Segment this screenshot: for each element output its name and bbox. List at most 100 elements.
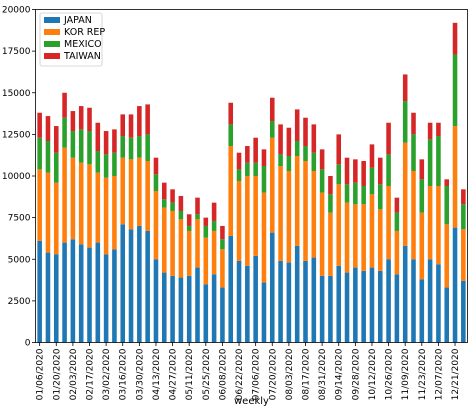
bar-kor-rep-4 [70,157,76,240]
bar-taiwan-34 [319,149,325,170]
bar-taiwan-5 [78,106,84,130]
bar-taiwan-51 [461,189,466,205]
bar-kor-rep-18 [186,230,192,276]
bar-kor-rep-48 [436,185,441,265]
bar-mexico-22 [220,239,225,250]
bar-taiwan-37 [344,157,350,185]
y-axis: 0 2500 5000 7500 10000 12500 15000 17500 20000 [2,6,36,349]
x-tick-label: 02/03/2020 [69,348,79,400]
bar-kor-rep-26 [253,176,258,256]
bar-mexico-14 [153,174,159,191]
bar-kor-rep-10 [120,157,126,225]
bar-mexico-49 [444,185,450,225]
bar-mexico-44 [402,101,408,143]
x-tick-label: 02/17/2020 [86,348,96,400]
bar-taiwan-16 [170,189,175,203]
y-tick-label: 10000 [2,172,31,182]
bar-kor-rep-1 [45,172,51,253]
bar-kor-rep-50 [452,126,458,228]
bar-taiwan-15 [161,182,167,200]
bar-taiwan-10 [120,114,126,137]
bar-kor-rep-5 [78,162,84,245]
x-tick-label: 09/28/2020 [351,348,361,400]
bar-kor-rep-17 [178,219,184,278]
bar-japan-25 [245,265,250,343]
bar-kor-rep-9 [112,176,117,250]
bar-japan-42 [386,259,391,343]
bar-kor-rep-45 [411,171,416,260]
bar-taiwan-31 [294,109,300,142]
bar-mexico-27 [261,166,267,193]
bar-taiwan-49 [444,179,450,186]
y-tick-label: 15000 [2,89,31,99]
bar-kor-rep-51 [461,229,466,281]
y-tick-label: 17500 [2,47,31,57]
bar-mexico-39 [361,185,366,205]
bar-japan-45 [411,259,416,343]
bar-taiwan-17 [178,195,184,211]
bar-kor-rep-33 [311,171,317,258]
x-tick-label: 11/09/2020 [401,348,411,400]
bar-mexico-18 [186,225,192,231]
bar-taiwan-11 [128,114,134,138]
bar-mexico-17 [178,210,184,220]
bar-mexico-13 [145,134,150,162]
bar-taiwan-18 [186,214,192,226]
bar-japan-12 [137,225,142,343]
bar-taiwan-12 [137,106,142,137]
x-tick-label: 05/11/2020 [185,348,195,400]
bar-japan-13 [145,230,150,343]
bar-japan-10 [120,224,126,343]
legend-swatch-kor-rep [44,29,60,35]
x-tick-label: 01/20/2020 [52,348,62,400]
bar-mexico-35 [328,194,333,213]
bar-kor-rep-30 [286,171,292,263]
bar-japan-6 [87,247,92,343]
bar-japan-32 [303,260,308,343]
bar-kor-rep-12 [137,157,142,226]
bar-japan-0 [37,240,42,343]
bar-japan-7 [95,242,101,343]
bar-kor-rep-34 [319,192,325,276]
x-tick-label: 03/30/2020 [135,348,145,400]
bar-taiwan-45 [411,112,416,135]
bar-kor-rep-32 [303,161,308,261]
bar-mexico-50 [452,54,458,127]
x-tick-label: 12/21/2020 [451,348,461,400]
bar-kor-rep-42 [386,185,391,260]
bar-mexico-36 [336,164,342,185]
bar-kor-rep-0 [37,169,42,241]
bar-japan-31 [294,245,300,343]
bar-mexico-47 [427,139,433,186]
bar-mexico-2 [53,152,59,183]
bar-taiwan-50 [452,22,458,55]
bar-kor-rep-38 [353,204,358,268]
bar-kor-rep-44 [402,142,408,246]
bar-mexico-42 [386,154,391,186]
bar-mexico-41 [377,184,383,210]
bar-japan-27 [261,282,267,343]
bar-taiwan-35 [328,176,333,195]
bar-kor-rep-7 [95,172,101,243]
bar-taiwan-46 [419,159,425,180]
bar-taiwan-25 [245,146,250,163]
bar-mexico-24 [236,169,242,181]
bar-mexico-10 [120,136,126,158]
bar-japan-29 [278,260,283,343]
bar-mexico-19 [195,214,200,220]
bar-taiwan-21 [211,202,217,221]
bar-mexico-48 [436,136,441,186]
bar-taiwan-32 [303,117,308,147]
x-tick-label: 07/06/2020 [252,348,262,400]
bar-mexico-34 [319,169,325,193]
bar-kor-rep-43 [394,230,400,275]
bar-japan-28 [269,232,275,343]
bar-mexico-45 [411,134,416,172]
bar-mexico-5 [78,129,84,163]
bar-kor-rep-14 [153,190,159,260]
x-tick-label: 04/27/2020 [169,348,179,400]
bar-japan-46 [419,279,425,343]
bar-kor-rep-35 [328,212,333,276]
x-axis-title: weekly [234,396,269,407]
bar-mexico-33 [311,152,317,171]
